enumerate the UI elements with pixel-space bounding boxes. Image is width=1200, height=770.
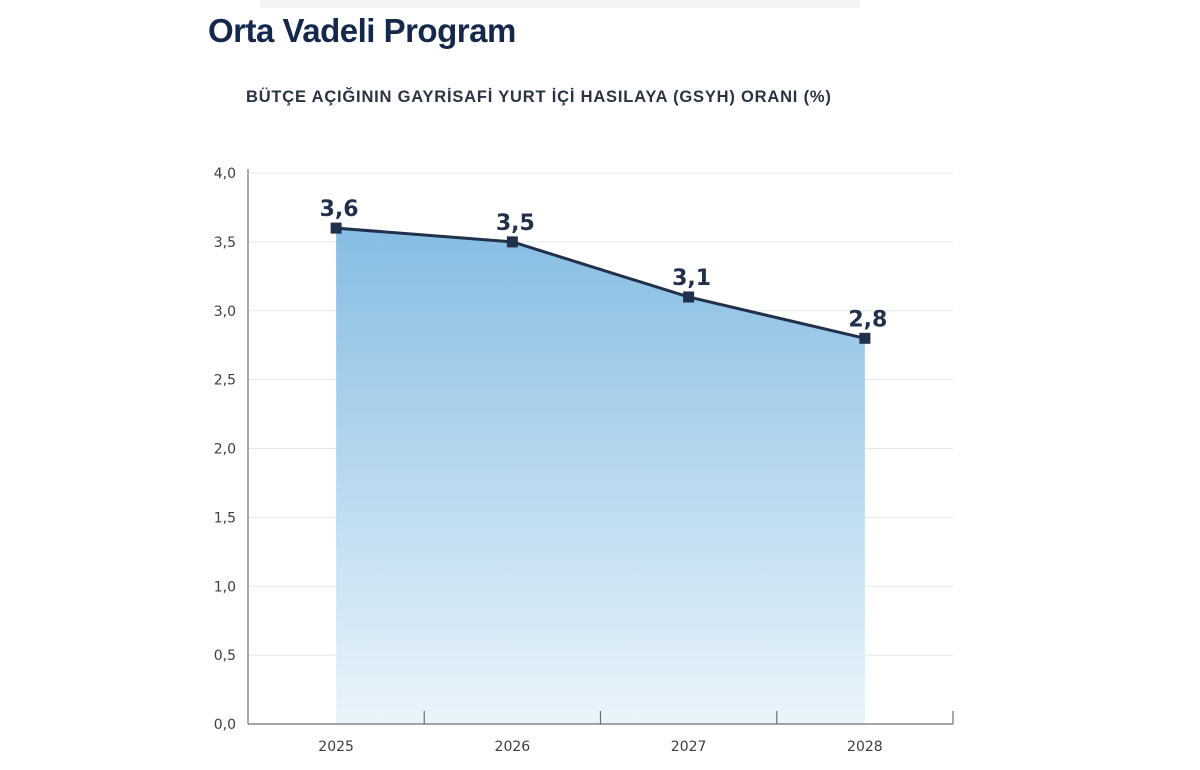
y-tick-label: 2,5: [214, 373, 236, 389]
chart-title: BÜTÇE AÇIĞININ GAYRİSAFİ YURT İÇİ HASILA…: [246, 88, 832, 106]
y-tick-label: 1,5: [214, 510, 236, 526]
y-tick-label: 0,0: [214, 717, 236, 733]
data-label: 2,8: [848, 307, 887, 332]
x-tick-label: 2028: [847, 739, 883, 755]
x-tick-label: 2025: [318, 739, 354, 755]
series-line: [336, 226, 866, 340]
data-label: 3,1: [672, 266, 711, 291]
area-fill: [336, 228, 865, 724]
data-point: [859, 332, 871, 344]
data-point: [683, 291, 695, 303]
x-tick-label: 2027: [671, 739, 707, 755]
top-bar: [260, 0, 860, 8]
data-point: [506, 236, 518, 248]
y-tick-label: 4,0: [214, 166, 236, 182]
y-tick-label: 0,5: [214, 648, 236, 664]
data-point: [330, 222, 342, 234]
page-title: Orta Vadeli Program: [208, 12, 516, 49]
data-label: 3,6: [320, 197, 359, 222]
data-label: 3,5: [496, 211, 535, 236]
y-tick-label: 3,5: [214, 235, 236, 251]
y-tick-label: 2,0: [214, 442, 236, 458]
y-tick-label: 3,0: [214, 304, 236, 320]
x-tick-label: 2026: [495, 739, 531, 755]
y-tick-label: 1,0: [214, 579, 236, 595]
